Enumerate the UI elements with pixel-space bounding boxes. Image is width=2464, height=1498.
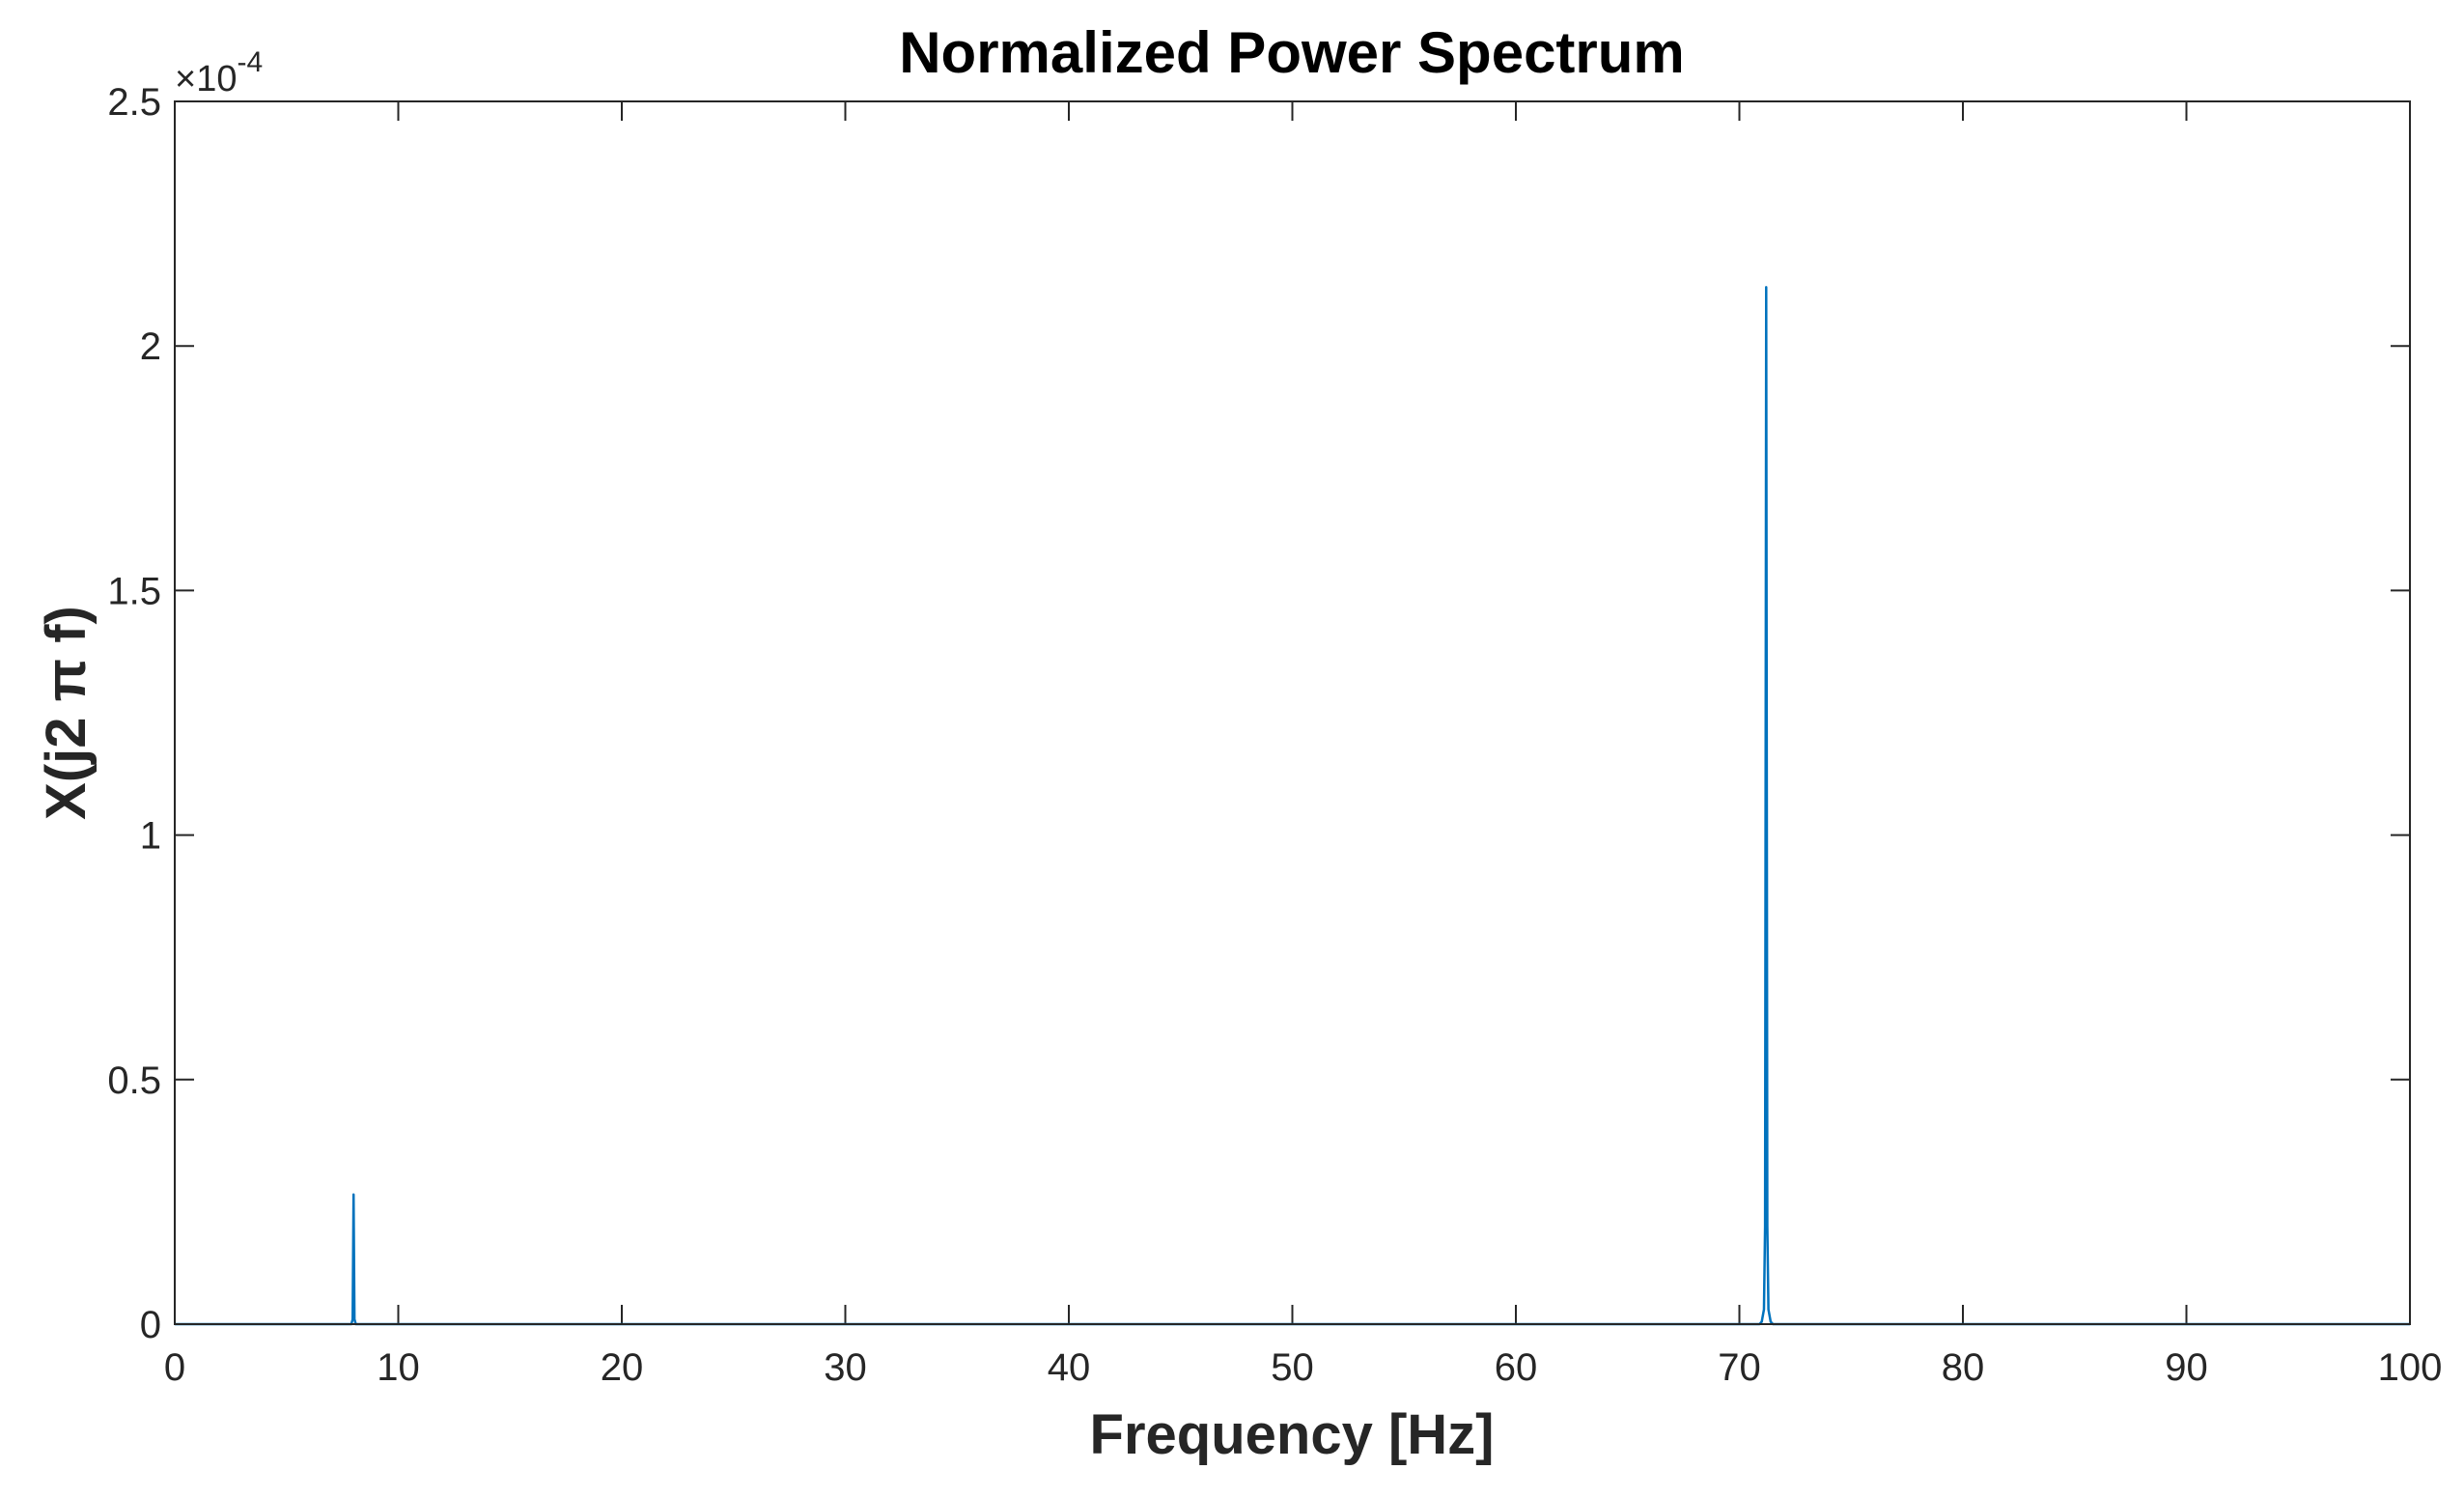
x-tick-label: 30: [824, 1346, 867, 1389]
y-exponent-power: -4: [237, 46, 263, 78]
x-tick-label: 90: [2165, 1346, 2208, 1389]
y-axis-label: X(j2 π f): [35, 606, 98, 820]
x-axis-label: Frequency [Hz]: [1090, 1403, 1495, 1466]
y-tick-label: 2: [140, 325, 161, 368]
y-tick-label: 1: [140, 815, 161, 858]
y-tick-label: 0: [140, 1304, 161, 1346]
y-tick-label: 1.5: [107, 570, 161, 612]
x-tick-label: 10: [377, 1346, 420, 1389]
x-tick-label: 50: [1271, 1346, 1314, 1389]
y-exponent-base: ×10: [175, 59, 237, 99]
x-tick-label: 100: [2378, 1346, 2443, 1389]
y-tick-label: 0.5: [107, 1060, 161, 1102]
plot-background: [175, 101, 2410, 1324]
x-tick-label: 70: [1718, 1346, 1761, 1389]
plot-frame: [174, 100, 2411, 1325]
x-tick-label: 40: [1048, 1346, 1091, 1389]
y-exponent-label: ×10-4: [175, 46, 263, 99]
x-tick-label: 0: [164, 1346, 185, 1389]
tick-labels: 0 10 20 30 40 50 60 70 80 90 100 0 0.5 1 1.5 2 2.5: [107, 81, 2442, 1389]
x-tick-label: 20: [601, 1346, 644, 1389]
x-tick-label: 60: [1495, 1346, 1538, 1389]
series-layer: [175, 286, 2410, 1326]
chart-title: Normalized Power Spectrum: [899, 20, 1685, 85]
x-tick-label: 80: [1942, 1346, 1985, 1389]
y-tick-label: 2.5: [107, 81, 161, 124]
spectrum-line: [175, 286, 2410, 1326]
